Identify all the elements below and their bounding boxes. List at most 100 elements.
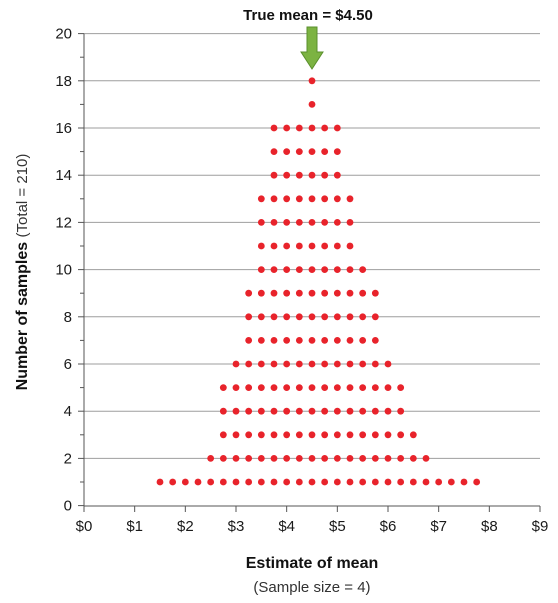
data-point [257,337,265,344]
data-point [219,478,227,486]
data-point [308,289,316,297]
data-point [295,384,303,391]
data-point [308,384,316,391]
data-point [295,124,303,132]
data-point [283,455,291,462]
data-point [270,171,278,179]
data-point [321,219,329,226]
data-point [295,337,303,344]
y-tick-label: 0 [64,498,72,515]
data-point [333,195,341,203]
data-point [232,431,240,439]
data-point [409,431,417,439]
data-point [245,431,253,439]
data-point [384,455,392,462]
data-point [397,407,405,415]
data-point [346,431,354,439]
data-point [346,478,354,486]
data-point [270,384,278,391]
y-axis-label-total: (Total = 210) [14,154,31,238]
data-point [359,360,367,368]
data-point [371,360,379,368]
data-point [232,360,240,368]
data-point [257,455,265,462]
data-point [270,219,278,226]
data-point [295,195,303,203]
x-tick-label: $5 [329,518,346,535]
x-tick-label: $7 [430,518,447,535]
data-point [346,266,354,273]
data-point [308,266,316,273]
data-point [219,384,227,391]
data-point [384,407,392,415]
data-point [321,431,329,439]
data-point [207,478,215,486]
data-point [308,478,316,486]
data-point [308,455,316,462]
data-point [283,431,291,439]
data-point [232,407,240,415]
data-point [333,124,341,132]
data-point [321,360,329,368]
x-axis-sublabel: (Sample size = 4) [253,579,370,596]
data-point [257,407,265,415]
x-tick-label: $3 [228,518,245,535]
data-point [397,455,405,462]
data-point [283,407,291,415]
y-tick-label: 2 [64,450,72,467]
data-point [473,478,481,486]
data-point [321,195,329,203]
data-point [321,407,329,415]
data-point [321,171,329,179]
data-point [346,219,354,226]
data-point [359,266,367,273]
data-point [283,360,291,368]
data-point [257,289,265,297]
x-tick-label: $4 [278,518,295,535]
data-point [384,360,392,368]
data-point [283,289,291,297]
data-point [207,455,215,462]
data-point [333,337,341,344]
x-axis-label: Estimate of mean [246,555,378,572]
x-axis-ticks: $0 $1 $2 $3 $4 $5 $6 $7 $8 $9 [76,506,548,535]
data-point [308,360,316,368]
y-tick-label: 16 [55,120,72,137]
data-point [295,266,303,273]
data-point [333,455,341,462]
data-point [359,289,367,297]
data-point [321,289,329,297]
data-point [371,313,379,321]
data-point [308,195,316,203]
y-axis-label: Number of samples (Total = 210) [14,154,31,391]
data-point [295,431,303,439]
data-point [409,455,417,462]
data-point [346,360,354,368]
data-point [308,124,316,132]
data-point [283,478,291,486]
data-point [422,455,430,462]
data-point [257,195,265,203]
data-point [283,195,291,203]
data-point [321,478,329,486]
data-point [397,384,405,391]
data-point [295,289,303,297]
data-point [295,171,303,179]
data-point [321,266,329,273]
data-point [333,407,341,415]
data-point [321,124,329,132]
data-point [257,478,265,486]
data-point [283,219,291,226]
data-point [397,478,405,486]
data-point [169,478,177,486]
data-point [308,219,316,226]
data-point [270,337,278,344]
data-point [308,171,316,179]
data-point [257,384,265,391]
data-points [156,77,481,486]
data-point [295,148,303,156]
data-point [346,337,354,344]
data-point [359,384,367,391]
data-point [346,195,354,203]
data-point [270,313,278,321]
